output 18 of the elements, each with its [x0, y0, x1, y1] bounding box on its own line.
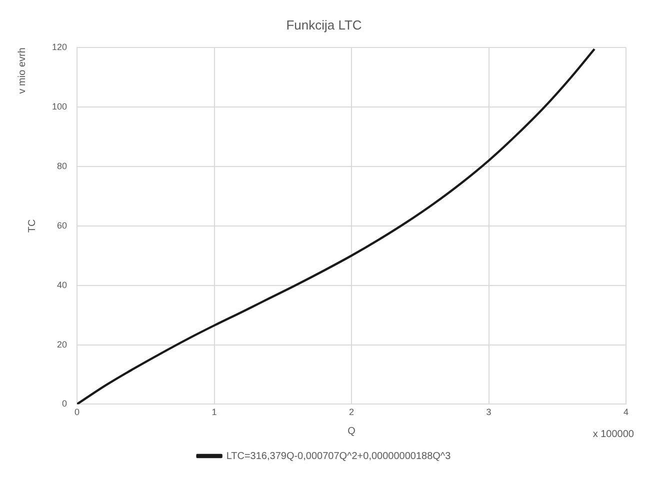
x-tick-label: 2	[349, 407, 354, 418]
y-tick-label: 0	[62, 398, 68, 409]
y-axis-title: TC	[26, 219, 38, 233]
y-tick-label: 60	[57, 220, 68, 230]
x-tick-label: 1	[212, 407, 217, 418]
y-tick-label: 20	[57, 339, 68, 350]
x-tick-label: 4	[623, 407, 629, 418]
y-tick-label: 100	[52, 102, 68, 112]
text: x 100000	[592, 428, 634, 440]
x-tick-label: 0	[74, 407, 80, 418]
x-tick-label: 3	[486, 407, 492, 418]
text: v mio evrh	[16, 48, 28, 94]
chart-title: Funkcija LTC	[286, 17, 362, 32]
y-tick-label: 40	[57, 280, 68, 290]
legend-label: LTC=316,379Q-0,000707Q^2+0,00000000188Q^3	[226, 450, 452, 462]
x-axis-title: Q	[348, 426, 356, 437]
y-tick-label: 120	[52, 42, 68, 52]
y-tick-label: 80	[57, 160, 68, 171]
